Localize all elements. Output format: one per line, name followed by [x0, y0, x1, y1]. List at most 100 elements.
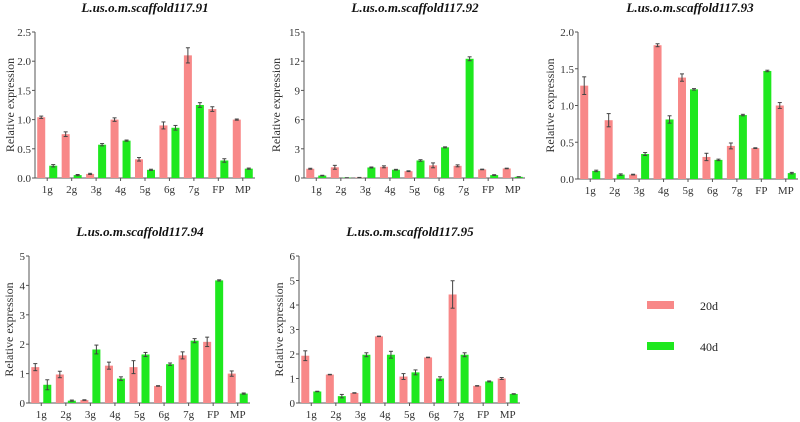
chart-title: L.us.o.m.scaffold117.93 — [625, 0, 754, 15]
x-tick-label: MP — [235, 184, 251, 196]
y-tick-label: 0 — [20, 398, 26, 410]
bar-40d-5g — [690, 89, 698, 179]
bar-40d-7g — [465, 58, 474, 179]
legend-label-20d: 20d — [700, 299, 718, 313]
y-tick-label: 3 — [290, 325, 296, 337]
bar-40d-1g — [49, 165, 58, 178]
bar-40d-5g — [141, 354, 150, 403]
bar-40d-6g — [166, 364, 175, 403]
bar-20d-4g — [379, 166, 388, 178]
bar-40d-3g — [362, 354, 371, 403]
x-tick-label: 7g — [453, 409, 465, 421]
bar-20d-5g — [404, 171, 413, 178]
bar-20d-1g — [306, 168, 315, 178]
chart-title: L.us.o.m.scaffold117.91 — [80, 0, 208, 15]
y-tick-label: 0 — [295, 173, 301, 185]
y-tick-label: 0.0 — [560, 174, 574, 186]
y-axis-label: Relative expression — [269, 58, 283, 152]
bar-40d-MP — [509, 393, 518, 403]
x-tick-label: MP — [505, 184, 521, 196]
bar-20d-3g — [350, 392, 359, 403]
bar-20d-3g — [86, 173, 95, 178]
x-tick-label: 4g — [109, 409, 121, 421]
x-tick-label: 1g — [311, 184, 323, 196]
x-tick-label: 2g — [60, 409, 72, 421]
bar-20d-6g — [159, 125, 168, 178]
y-axis-label: Relative expression — [272, 282, 286, 376]
bar-40d-MP — [239, 393, 248, 403]
y-tick-label: 3 — [295, 144, 301, 156]
bar-20d-6g — [702, 156, 711, 179]
bar-20d-1g — [31, 367, 40, 403]
bar-40d-6g — [171, 127, 180, 178]
y-axis-label: Relative expression — [2, 282, 16, 376]
bar-20d-2g — [604, 120, 613, 179]
legend-label-40d: 40d — [700, 340, 718, 354]
x-tick-label: 6g — [159, 409, 171, 421]
y-tick-label: 2 — [290, 349, 296, 361]
bar-20d-3g — [629, 174, 638, 179]
y-tick-label: 4 — [20, 280, 26, 292]
bar-20d-7g — [448, 294, 457, 403]
x-tick-label: 1g — [42, 184, 54, 196]
y-tick-label: 1.5 — [17, 85, 31, 97]
x-tick-label: 3g — [360, 184, 372, 196]
chart-title: L.us.o.m.scaffold117.95 — [345, 224, 474, 239]
y-tick-label: 5 — [20, 251, 26, 263]
bar-20d-2g — [330, 167, 339, 178]
chart-title: L.us.o.m.scaffold117.92 — [350, 0, 479, 15]
bar-40d-3g — [92, 349, 101, 403]
bar-40d-1g — [43, 384, 52, 403]
bar-40d-5g — [411, 372, 420, 403]
bar-40d-7g — [738, 115, 747, 179]
bar-40d-6g — [441, 147, 450, 178]
x-tick-label: 5g — [683, 185, 695, 197]
y-tick-label: 6 — [295, 115, 301, 127]
bar-40d-4g — [665, 119, 674, 179]
chart-panel-5: L.us.o.m.scaffold117.95 Relative expressi… — [272, 224, 520, 421]
bar-20d-4g — [653, 45, 662, 180]
bar-20d-4g — [110, 119, 119, 178]
bar-40d-2g — [337, 396, 346, 403]
x-tick-label: 2g — [335, 184, 347, 196]
bar-20d-7g — [453, 165, 462, 178]
x-tick-label: 5g — [134, 409, 146, 421]
x-tick-label: 6g — [707, 185, 719, 197]
bar-40d-4g — [122, 140, 131, 178]
bar-40d-1g — [313, 391, 322, 403]
bar-20d-7g — [178, 355, 187, 403]
bar-40d-5g — [147, 169, 155, 178]
bar-20d-5g — [129, 367, 138, 403]
bar-20d-MP — [497, 378, 506, 403]
bar-40d-MP — [244, 168, 253, 178]
x-tick-label: 7g — [458, 184, 470, 196]
x-tick-label: 1g — [306, 409, 318, 421]
legend: 20d 40d — [647, 299, 718, 354]
bar-20d-FP — [208, 109, 217, 178]
y-tick-label: 2.5 — [17, 27, 31, 39]
bar-20d-7g — [183, 55, 192, 178]
x-tick-label: FP — [207, 409, 219, 421]
bar-40d-MP — [787, 173, 796, 179]
y-tick-label: 15 — [289, 27, 301, 39]
x-tick-label: 6g — [434, 184, 446, 196]
y-tick-label: 3 — [20, 310, 26, 322]
bar-20d-2g — [55, 374, 64, 403]
bar-20d-4g — [374, 336, 383, 403]
x-tick-label: 3g — [355, 409, 367, 421]
bar-20d-FP — [478, 169, 487, 178]
x-tick-label: 1g — [36, 409, 48, 421]
x-tick-label: 7g — [183, 409, 195, 421]
bar-20d-FP — [473, 385, 482, 403]
bar-20d-MP — [775, 105, 784, 179]
x-tick-label: 2g — [609, 185, 621, 197]
x-tick-label: FP — [755, 185, 767, 197]
bar-20d-MP — [502, 168, 511, 178]
x-tick-label: 4g — [658, 185, 670, 197]
y-tick-label: 9 — [295, 85, 301, 97]
bar-40d-7g — [460, 354, 469, 403]
x-tick-label: 2g — [330, 409, 342, 421]
y-tick-label: 2.0 — [17, 56, 31, 68]
